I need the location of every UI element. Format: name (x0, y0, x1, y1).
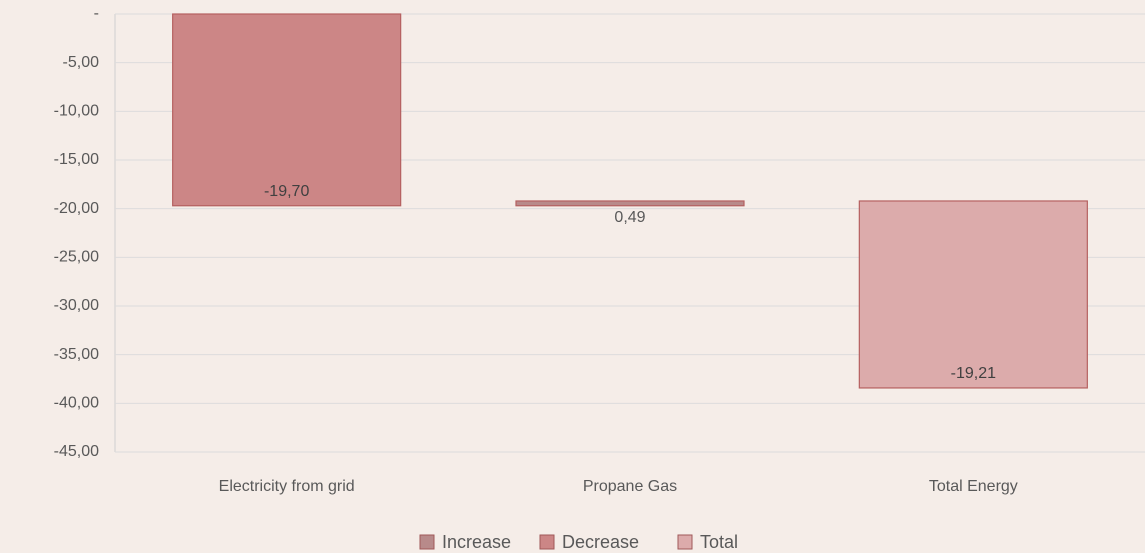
y-tick-label: -25,00 (54, 249, 99, 266)
x-tick-label: Total Energy (929, 478, 1018, 495)
y-tick-label: -35,00 (54, 346, 99, 363)
legend-swatch (539, 534, 555, 550)
legend-label: Total (700, 532, 738, 552)
y-tick-label: -15,00 (54, 151, 99, 168)
x-tick-label: Electricity from grid (219, 478, 355, 495)
data-label: 0,49 (614, 209, 645, 226)
data-label: -19,70 (264, 183, 309, 200)
legend-swatch (677, 534, 693, 550)
y-tick-label: -40,00 (54, 395, 99, 412)
x-tick-label: Propane Gas (583, 478, 677, 495)
y-tick-label: -20,00 (54, 200, 99, 217)
legend-label: Decrease (562, 532, 639, 552)
legend-label: Increase (442, 532, 511, 552)
y-tick-label: -45,00 (54, 443, 99, 460)
y-tick-label: -30,00 (54, 297, 99, 314)
bar (858, 200, 1088, 389)
y-tick-label: - (94, 5, 99, 22)
bar (172, 13, 402, 207)
data-label: -19,21 (951, 365, 996, 382)
legend-swatch (419, 534, 435, 550)
y-tick-label: -10,00 (54, 103, 99, 120)
y-tick-label: -5,00 (63, 54, 100, 71)
bar (515, 200, 745, 207)
